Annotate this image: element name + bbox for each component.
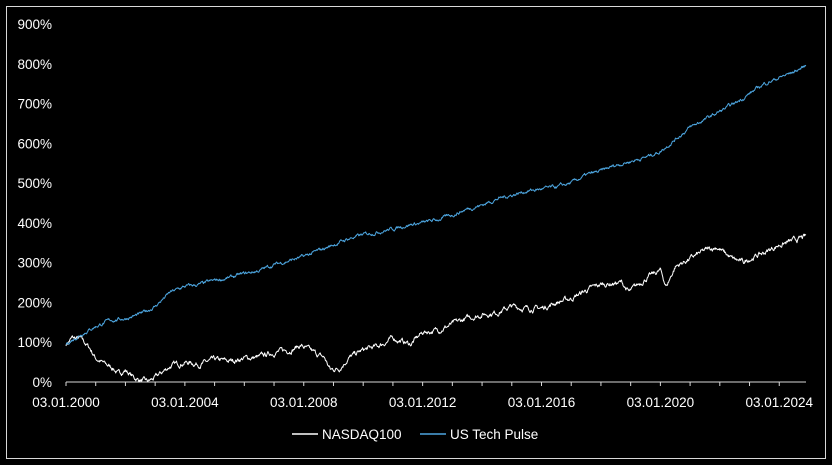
x-axis-tick-marks <box>65 382 780 386</box>
y-tick-label: 600% <box>17 136 52 151</box>
chart-frame <box>6 6 826 459</box>
y-tick-label: 300% <box>17 256 52 271</box>
series-lines <box>65 64 807 383</box>
x-tick-label: 03.01.2024 <box>745 395 813 410</box>
y-tick-label: 700% <box>17 97 52 112</box>
legend: NASDAQ100 US Tech Pulse <box>292 427 538 442</box>
x-tick-label: 03.01.2000 <box>32 395 100 410</box>
y-tick-label: 500% <box>17 176 52 191</box>
x-tick-label: 03.01.2012 <box>389 395 457 410</box>
y-tick-label: 400% <box>17 216 52 231</box>
series-line-nasdaq100 <box>65 233 807 383</box>
y-axis-tick-labels: 0% 100% 200% 300% 400% 500% 600% 700% 800% 900% <box>17 17 52 390</box>
x-tick-label: 03.01.2004 <box>151 395 219 410</box>
x-tick-label: 03.01.2016 <box>508 395 576 410</box>
x-tick-label: 03.01.2008 <box>270 395 338 410</box>
y-tick-label: 200% <box>17 295 52 310</box>
x-tick-label: 03.01.2020 <box>627 395 695 410</box>
y-tick-label: 800% <box>17 57 52 72</box>
series-line-us-tech-pulse <box>65 64 807 345</box>
legend-label: NASDAQ100 <box>322 427 402 442</box>
legend-label: US Tech Pulse <box>450 427 538 442</box>
y-tick-label: 100% <box>17 335 52 350</box>
x-axis-tick-labels: 03.01.2000 03.01.2004 03.01.2008 03.01.2012… <box>32 395 813 410</box>
y-tick-label: 0% <box>32 375 52 390</box>
y-tick-label: 900% <box>17 17 52 32</box>
